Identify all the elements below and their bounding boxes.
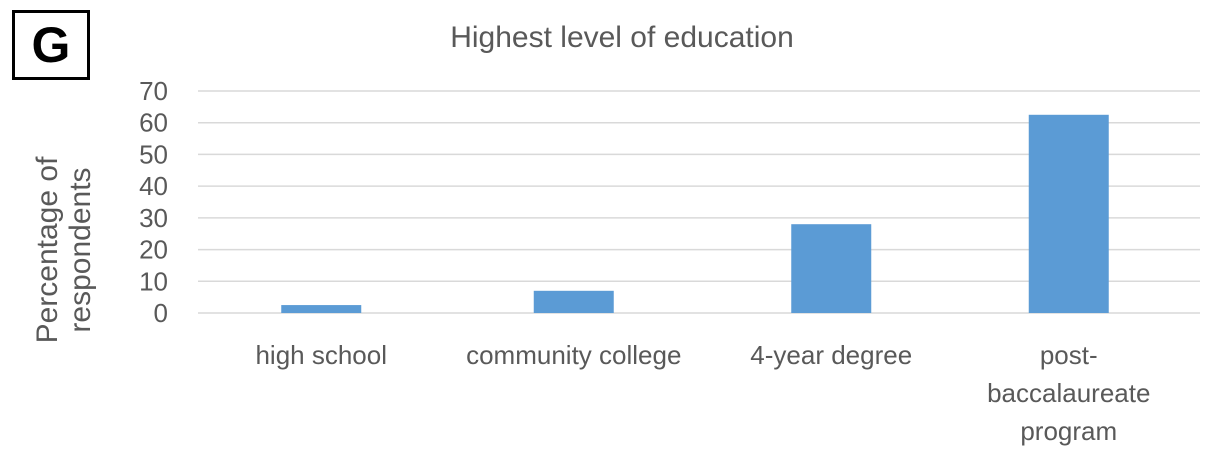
category-label: community college	[466, 340, 681, 370]
y-tick-label: 40	[139, 171, 168, 201]
y-tick-label: 60	[139, 108, 168, 138]
category-label: post-baccalaureate program	[987, 340, 1150, 446]
y-axis-label-line: Percentage of	[31, 156, 64, 343]
y-tick-label: 10	[139, 266, 168, 296]
category-label: high school	[255, 340, 387, 370]
panel-label: G	[12, 10, 90, 80]
y-axis-label-line: respondents	[64, 167, 97, 332]
bars	[281, 114, 1109, 314]
y-tick-label: 20	[139, 235, 168, 265]
y-tick-label: 0	[154, 298, 168, 328]
category-label: 4-year degree	[750, 340, 912, 370]
chart-title: Highest level of education	[450, 21, 794, 54]
bar	[1028, 114, 1109, 314]
bar	[791, 224, 872, 313]
y-tick-label: 50	[139, 139, 168, 169]
bar	[281, 305, 362, 313]
bar	[533, 290, 614, 313]
y-axis-label: Percentage of respondents	[31, 156, 97, 343]
y-tick-label: 70	[139, 76, 168, 106]
y-tick-label: 30	[139, 203, 168, 233]
category-labels: high school community college 4-year degre…	[255, 340, 1150, 446]
